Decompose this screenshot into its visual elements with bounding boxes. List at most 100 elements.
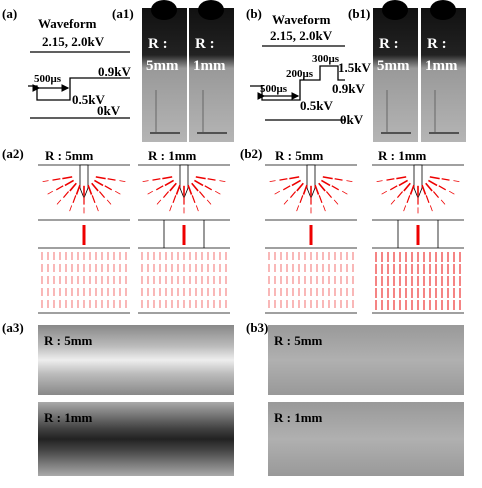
electrode — [382, 0, 408, 20]
duration-label: 300μs — [312, 53, 340, 65]
panel-label: (a) — [2, 6, 17, 21]
level-label: 0kV — [340, 112, 364, 127]
photo-label: 5mm — [377, 58, 410, 74]
photo-label: R : — [195, 36, 215, 52]
field-arrow — [191, 182, 199, 192]
panel-label: (a3) — [2, 320, 24, 335]
field-arrow — [175, 184, 181, 195]
field-arrow — [62, 176, 73, 180]
field-arrow — [289, 191, 297, 199]
electrode — [198, 0, 224, 20]
field-arrow — [95, 205, 99, 212]
needle — [179, 164, 189, 200]
field-arrow — [195, 205, 199, 212]
field-arrow — [191, 195, 196, 204]
duration-label: 500μs — [260, 83, 288, 95]
plot-title: R : 5mm — [275, 148, 324, 163]
needle — [79, 164, 89, 200]
field-arrow — [398, 179, 409, 187]
level-label: 2.15, 2.0kV — [42, 34, 105, 49]
field-arrow — [381, 190, 388, 195]
field-arrow — [283, 199, 289, 205]
field-arrow — [409, 184, 415, 195]
field-arrow — [403, 205, 407, 212]
needle — [413, 164, 423, 200]
panel-label: (b1) — [348, 6, 370, 21]
field-arrow — [427, 179, 438, 187]
field-arrow — [142, 180, 149, 183]
field-arrow — [341, 190, 348, 195]
field-arrow — [334, 178, 343, 181]
field-arrow — [91, 182, 99, 192]
level-label: 0kV — [97, 103, 121, 118]
panel-label: (a2) — [2, 146, 24, 161]
field-arrow — [403, 182, 411, 192]
electrode — [430, 0, 456, 20]
photo — [268, 402, 464, 476]
field-arrow — [441, 178, 450, 181]
field-arrow — [114, 190, 121, 195]
photo-label: 5mm — [146, 58, 179, 74]
level-label: 0.9kV — [332, 81, 365, 96]
field-arrow — [214, 190, 221, 195]
photo — [373, 8, 418, 142]
field-arrow — [195, 176, 206, 180]
field-arrow — [52, 178, 61, 181]
level-label: 0.5kV — [72, 92, 105, 107]
field-arrow — [331, 185, 340, 191]
photo-label: R : — [379, 36, 399, 52]
field-arrow — [406, 195, 411, 204]
field-arrow — [282, 185, 291, 191]
field-arrow — [42, 180, 49, 183]
needle — [306, 164, 316, 200]
plot-title: R : 1mm — [378, 148, 427, 163]
field-arrow — [432, 191, 440, 199]
field-arrow — [156, 199, 162, 205]
field-arrow — [193, 179, 204, 187]
field-arrow — [296, 182, 304, 192]
field-plots — [38, 164, 464, 314]
field-arrow — [91, 195, 96, 204]
field-arrow — [87, 184, 93, 195]
field-arrow — [62, 191, 70, 199]
panel-label: (b3) — [246, 320, 268, 335]
photo-caption: R : 5mm — [274, 333, 323, 348]
level-label: 2.15, 2.0kV — [270, 28, 333, 43]
photos: R : 5mm R : 1mm R : 5mm R : 1mm R : 5mm R : 1mm R … — [38, 0, 466, 476]
field-arrow — [302, 184, 308, 195]
photo — [38, 325, 234, 395]
field-arrow — [69, 205, 73, 212]
field-arrow — [421, 184, 427, 195]
duration-label: 500μs — [34, 73, 62, 85]
field-arrow — [279, 178, 288, 181]
field-arrow — [390, 199, 396, 205]
field-arrow — [289, 176, 300, 180]
field-arrow — [269, 180, 276, 183]
field-arrow — [169, 182, 177, 192]
field-arrow — [47, 190, 54, 195]
field-arrow — [64, 179, 75, 187]
field-arrow — [162, 176, 173, 180]
field-arrow — [429, 205, 433, 212]
field-arrow — [396, 191, 404, 199]
field-arrow — [169, 205, 173, 212]
photo — [421, 8, 466, 142]
field-arrow — [453, 180, 460, 183]
field-arrow — [440, 199, 446, 205]
field-arrow — [206, 199, 212, 205]
level-label: 0.5kV — [300, 98, 333, 113]
photo — [189, 8, 234, 142]
panel-label: (b2) — [240, 146, 262, 161]
photo-label: 1mm — [193, 58, 226, 74]
photo — [268, 325, 464, 395]
plot-title: R : 5mm — [45, 148, 94, 163]
panel-label: (b) — [246, 6, 262, 21]
field-arrow — [56, 199, 62, 205]
field-arrow — [346, 180, 353, 183]
field-arrow — [75, 184, 81, 195]
field-arrow — [325, 191, 333, 199]
field-arrow — [386, 178, 395, 181]
field-arrow — [152, 178, 161, 181]
photo — [38, 402, 234, 476]
field-arrow — [389, 185, 398, 191]
